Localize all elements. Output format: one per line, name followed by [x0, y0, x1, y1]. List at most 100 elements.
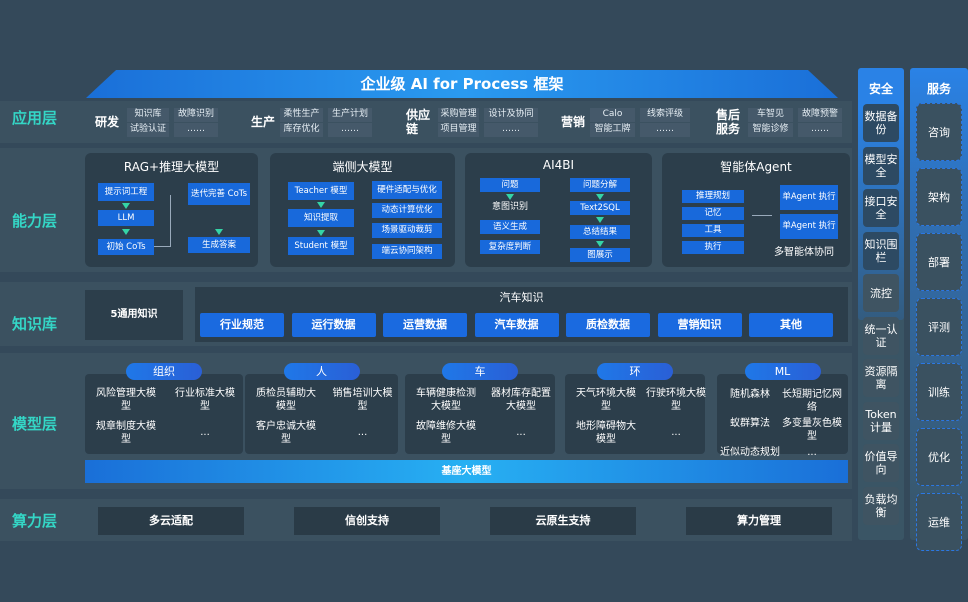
block: 图展示	[570, 248, 630, 262]
block: 问题分解	[570, 178, 630, 192]
app-item: ……	[484, 123, 538, 137]
arrow-down-icon	[596, 217, 604, 223]
block: Text2SQL	[570, 201, 630, 215]
block: 执行	[682, 241, 744, 254]
model-item: 客户忠诚大模型	[256, 421, 316, 445]
security-item: 知识围栏	[863, 231, 899, 270]
app-group-label: 研发	[95, 115, 120, 129]
app-item: 设计及协同	[484, 108, 538, 122]
security-item: 接口安全	[863, 189, 899, 227]
arrow-down-icon	[215, 229, 223, 235]
layer-label-app: 应用层	[12, 109, 58, 127]
model-item: 天气环境大模型	[576, 388, 636, 412]
app-item: 知识库	[127, 108, 169, 122]
knowledge-item: 质检数据	[566, 313, 650, 337]
arrow-down-icon	[122, 229, 130, 235]
model-group-panel	[717, 374, 848, 454]
layer-label-knowledge: 知识库	[12, 315, 58, 333]
panel-rag: RAG+推理大模型 提示词工程 LLM 初始 CoTs 迭代完善 CoTs 生成…	[85, 153, 258, 267]
block: 单Agent 执行	[780, 214, 838, 239]
block: 知识提取	[288, 209, 354, 227]
app-item: 生产计划	[328, 108, 372, 122]
app-item: ……	[640, 123, 690, 137]
model-item: ...	[516, 427, 526, 438]
service-title: 服务	[926, 82, 951, 96]
model-item: 多变量灰色模型	[782, 418, 842, 442]
connector-line	[154, 246, 170, 247]
service-item: 运维	[916, 493, 962, 551]
panel-ai4bi: AI4BI 问题 意图识别 语义生成 复杂度判断 问题分解 Text2SQL 总…	[465, 153, 652, 267]
app-item: 车智见	[748, 108, 793, 122]
security-item: 数据备份	[863, 104, 899, 142]
model-group-panel	[565, 374, 705, 454]
model-item: 规章制度大模型	[96, 421, 156, 445]
app-item: 库存优化	[280, 123, 323, 137]
app-item: ……	[328, 123, 372, 137]
panel-agent: 智能体Agent 推理规划 记忆 工具 执行 单Agent 执行 单Agent …	[662, 153, 850, 267]
app-item: 试验认证	[127, 123, 169, 137]
knowledge-item: 营销知识	[657, 313, 742, 337]
connector-line	[170, 195, 171, 247]
multi-agent-label: 多智能体协同	[774, 247, 834, 258]
app-group-label: 生产	[251, 115, 276, 129]
model-item: 器材库存配置大模型	[491, 388, 551, 412]
model-item: 随机森林	[730, 389, 770, 400]
security-item: Token计量	[863, 401, 899, 440]
security-item: 资源隔离	[863, 359, 899, 397]
app-item: 采购管理	[438, 108, 479, 122]
model-item: 质检员辅助大模型	[256, 388, 316, 412]
model-item: 车辆健康检测大模型	[416, 388, 476, 412]
model-item: 地形障碍物大模型	[576, 421, 636, 445]
block: Teacher 模型	[288, 182, 354, 200]
arrow-down-icon	[122, 203, 130, 209]
panel-title: 智能体Agent	[720, 160, 792, 174]
model-group-pill: 环	[597, 363, 673, 380]
panel-title: RAG+推理大模型	[123, 160, 220, 174]
arrow-down-icon	[596, 194, 604, 200]
service-item: 咨询	[916, 103, 962, 161]
block: 端云协同架构	[372, 244, 442, 259]
intent-label: 意图识别	[491, 202, 528, 212]
block: 生成答案	[188, 237, 250, 253]
service-item: 优化	[916, 428, 962, 486]
model-item: 行驶环境大模型	[646, 388, 706, 412]
service-item: 训练	[916, 363, 962, 421]
base-model-bar: 基座大模型	[85, 460, 848, 483]
model-group-panel	[245, 374, 398, 454]
framework-title: 企业级 AI for Process 框架	[86, 70, 838, 98]
general-knowledge: 5通用知识	[85, 290, 183, 340]
knowledge-item: 行业规范	[200, 313, 284, 337]
security-item: 价值导向	[863, 444, 899, 482]
block: 工具	[682, 224, 744, 237]
model-item: ...	[200, 427, 210, 438]
app-item: 故障识别	[174, 108, 218, 122]
app-item: Calo	[590, 108, 635, 122]
block: 迭代完善 CoTs	[188, 183, 250, 205]
model-group-pill: ML	[744, 363, 821, 380]
block: 推理规划	[682, 190, 744, 203]
app-item: 柔性生产	[280, 108, 323, 122]
model-item: 故障维修大模型	[416, 421, 476, 445]
model-group-pill: 人	[283, 363, 360, 380]
block: 动态计算优化	[372, 203, 442, 218]
service-item: 部署	[916, 233, 962, 291]
panel-edge-model: 端侧大模型 Teacher 模型 知识提取 Student 模型 硬件适配与优化…	[270, 153, 455, 267]
security-title: 安全	[868, 82, 893, 96]
app-item: 线索评级	[640, 108, 690, 122]
panel-title: AI4BI	[542, 158, 575, 172]
app-item: 智能诊修	[748, 123, 793, 137]
block: 场景驱动裁剪	[372, 223, 442, 238]
layer-label-model: 模型层	[12, 415, 58, 433]
compute-item: 云原生支持	[490, 507, 636, 535]
model-item: 蚁群算法	[730, 418, 770, 429]
model-item: ...	[357, 427, 368, 438]
block: 语义生成	[480, 220, 540, 234]
knowledge-item: 汽车数据	[474, 313, 559, 337]
model-item: 近似动态规划	[720, 447, 780, 458]
model-item: 行业标准大模型	[175, 388, 235, 412]
model-item: 风险管理大模型	[96, 388, 156, 412]
block: 记忆	[682, 207, 744, 220]
compute-item: 算力管理	[686, 507, 832, 535]
model-item: 长短期记忆网络	[782, 389, 842, 413]
model-item: ...	[807, 447, 817, 458]
